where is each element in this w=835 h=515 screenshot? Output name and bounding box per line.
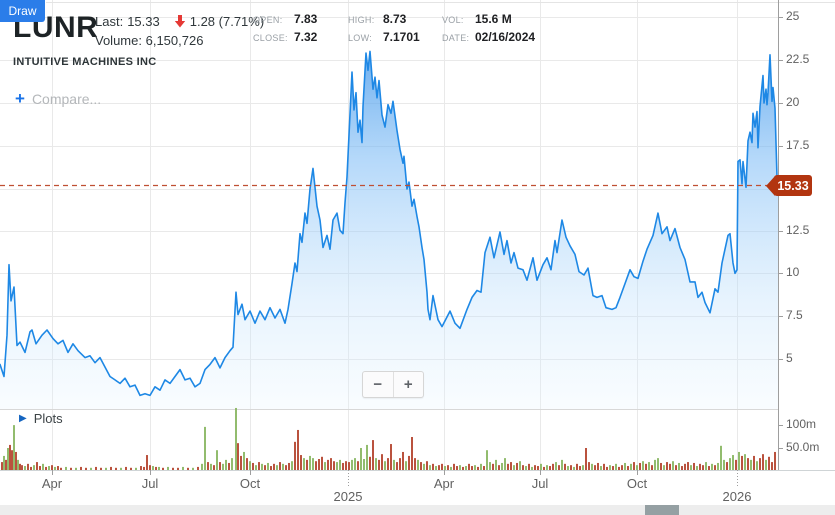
close-value: 7.32: [294, 30, 318, 44]
plus-icon: +: [15, 89, 25, 108]
vol-label: VOL:: [442, 15, 464, 25]
compare-label: Compare...: [31, 91, 102, 107]
volume-value: 6,150,726: [145, 33, 204, 48]
low-label: LOW:: [348, 33, 373, 43]
price-down-arrow-icon: [174, 15, 186, 28]
horizontal-scrollbar[interactable]: [0, 505, 835, 515]
stats-vol-date: VOL: 15.6 M DATE: 02/16/2024: [442, 12, 535, 48]
plots-label: Plots: [33, 411, 63, 426]
open-value: 7.83: [294, 12, 318, 26]
change-value: 1.28 (7.71%): [189, 14, 265, 29]
zoom-controls: − +: [362, 371, 424, 398]
triangle-right-icon: ▶: [19, 413, 27, 424]
open-label: OPEN:: [253, 15, 283, 25]
stats-open-close: OPEN: 7.83 CLOSE: 7.32: [253, 12, 317, 48]
compare-button[interactable]: + Compare...: [15, 89, 102, 108]
company-name: INTUITIVE MACHINES INC: [13, 56, 157, 68]
badge-arrow-left-icon: [766, 175, 775, 196]
low-value: 7.1701: [383, 30, 420, 44]
stats-high-low: HIGH: 8.73 LOW: 7.1701: [348, 12, 420, 48]
plots-toggle[interactable]: ▶ Plots: [19, 411, 63, 426]
high-label: HIGH:: [348, 15, 375, 25]
vol-value: 15.6 M: [475, 12, 512, 26]
close-label: CLOSE:: [253, 33, 288, 43]
volume-row: Volume: 6,150,726: [95, 33, 203, 48]
date-label: DATE:: [442, 33, 470, 43]
scrollbar-thumb[interactable]: [645, 505, 679, 515]
last-label: Last:: [95, 14, 124, 29]
last-price-row: Last: 15.33 1.28 (7.71%): [95, 14, 264, 29]
zoom-in-button[interactable]: +: [403, 376, 413, 393]
date-value: 02/16/2024: [475, 30, 536, 44]
badge-price-value: 15.33: [774, 175, 812, 196]
last-value: 15.33: [127, 14, 160, 29]
zoom-out-button[interactable]: −: [363, 372, 394, 397]
draw-button[interactable]: Draw: [0, 0, 45, 22]
high-value: 8.73: [383, 12, 407, 26]
last-price-badge: 15.33: [766, 175, 812, 196]
volume-label: Volume:: [95, 33, 142, 48]
